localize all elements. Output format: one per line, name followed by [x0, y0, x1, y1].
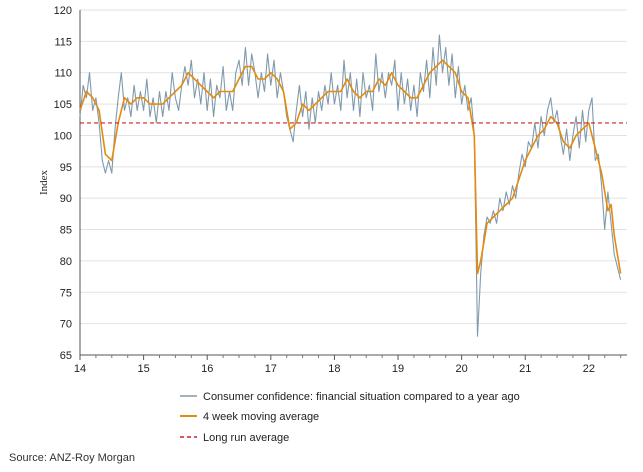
- series-line-consumer-confidence-financial-situation-compared-to-a-year-ago: [79, 34, 622, 337]
- x-tick-label: 14: [74, 363, 86, 375]
- y-tick-label: 100: [54, 130, 72, 142]
- legend-label: Long run average: [203, 432, 289, 444]
- y-tick-label: 70: [60, 319, 72, 331]
- legend-label: Consumer confidence: financial situation…: [203, 391, 520, 403]
- y-axis-title: Index: [38, 169, 50, 195]
- x-tick-label: 16: [201, 363, 213, 375]
- series-line-4-week-moving-average: [79, 59, 622, 275]
- y-tick-label: 65: [60, 350, 72, 362]
- y-tick-label: 75: [60, 287, 72, 299]
- y-tick-label: 105: [54, 99, 72, 111]
- gridlines: [80, 9, 627, 356]
- x-tick-label: 22: [583, 363, 595, 375]
- series-lines: [79, 34, 627, 337]
- x-tick-label: 15: [137, 363, 149, 375]
- y-tick-label: 80: [60, 256, 72, 268]
- x-tick-label: 21: [519, 363, 531, 375]
- y-tick-label: 115: [54, 36, 72, 48]
- axes: [79, 10, 627, 360]
- y-tick-labels: 65 70 75 80 85 90 95 100 105 110 115 120: [54, 5, 72, 362]
- legend-label: 4 week moving average: [203, 411, 319, 423]
- legend: Consumer confidence: financial situation…: [180, 391, 520, 444]
- y-tick-label: 120: [54, 5, 72, 17]
- x-tick-labels: 14 15 16 17 18 19 20 21 22: [74, 363, 595, 375]
- x-tick-label: 20: [456, 363, 468, 375]
- x-tick-label: 18: [328, 363, 340, 375]
- source-note: Source: ANZ-Roy Morgan: [9, 452, 135, 464]
- y-tick-label: 90: [60, 193, 72, 205]
- y-tick-label: 85: [60, 225, 72, 237]
- x-tick-label: 17: [265, 363, 277, 375]
- x-tick-label: 19: [392, 363, 404, 375]
- y-tick-label: 95: [60, 162, 72, 174]
- y-tick-label: 110: [54, 68, 72, 80]
